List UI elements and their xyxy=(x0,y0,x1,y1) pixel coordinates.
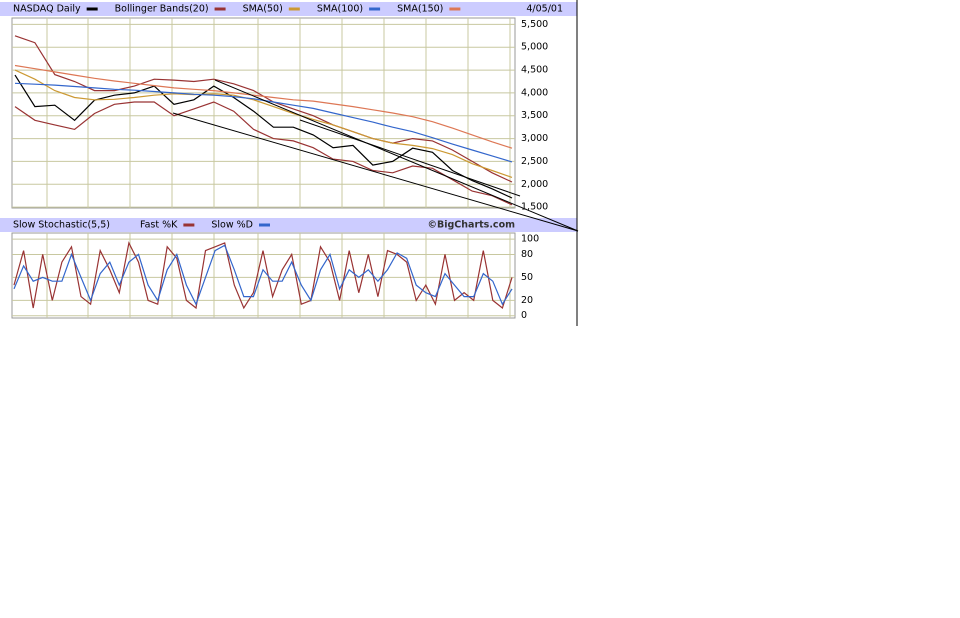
y-tick-label: 1,500 xyxy=(521,202,548,213)
y-tick-label: 5,000 xyxy=(521,42,548,53)
legend-swatch xyxy=(369,7,381,11)
y-tick-label: 20 xyxy=(521,295,533,306)
legend-label: SMA(150) xyxy=(397,4,443,15)
legend-swatch xyxy=(86,7,98,11)
legend-label: SMA(50) xyxy=(243,4,283,15)
legend-swatch xyxy=(288,7,300,11)
price-panel xyxy=(11,17,516,209)
y-tick-label: 4,500 xyxy=(521,65,548,76)
legend-label: Bollinger Bands(20) xyxy=(115,4,209,15)
header-bar xyxy=(0,2,577,16)
header-bar xyxy=(0,218,577,232)
legend-swatch xyxy=(183,223,195,227)
legend-swatch xyxy=(259,223,270,227)
stochastic-panel xyxy=(11,232,516,319)
source-label: ©BigCharts.com xyxy=(428,220,516,231)
series-line xyxy=(14,69,513,178)
series-line xyxy=(13,241,513,310)
legend-label: NASDAQ Daily xyxy=(13,4,81,15)
legend-swatch xyxy=(214,7,226,11)
legend-label: Fast %K xyxy=(140,220,178,231)
y-tick-label: 0 xyxy=(521,310,527,321)
y-tick-label: 4,000 xyxy=(521,87,548,98)
y-tick-label: 100 xyxy=(521,234,539,245)
trendline xyxy=(172,112,579,232)
legend-swatch xyxy=(449,7,461,11)
y-tick-label: 3,000 xyxy=(521,133,548,144)
y-tick-label: 2,500 xyxy=(521,156,548,167)
y-tick-label: 2,000 xyxy=(521,179,548,190)
date-label: 4/05/01 xyxy=(526,4,563,15)
trendline xyxy=(299,119,521,197)
trendline xyxy=(214,79,579,232)
y-tick-label: 5,500 xyxy=(521,19,548,30)
chart-title: Slow Stochastic(5,5) xyxy=(13,220,110,231)
series-line xyxy=(13,244,513,306)
band-lower xyxy=(14,101,513,206)
y-tick-label: 50 xyxy=(521,272,533,283)
y-tick-label: 80 xyxy=(521,249,533,260)
legend-label: Slow %D xyxy=(211,220,253,231)
legend-label: SMA(100) xyxy=(317,4,363,15)
series-line xyxy=(14,64,513,149)
y-tick-label: 3,500 xyxy=(521,110,548,121)
